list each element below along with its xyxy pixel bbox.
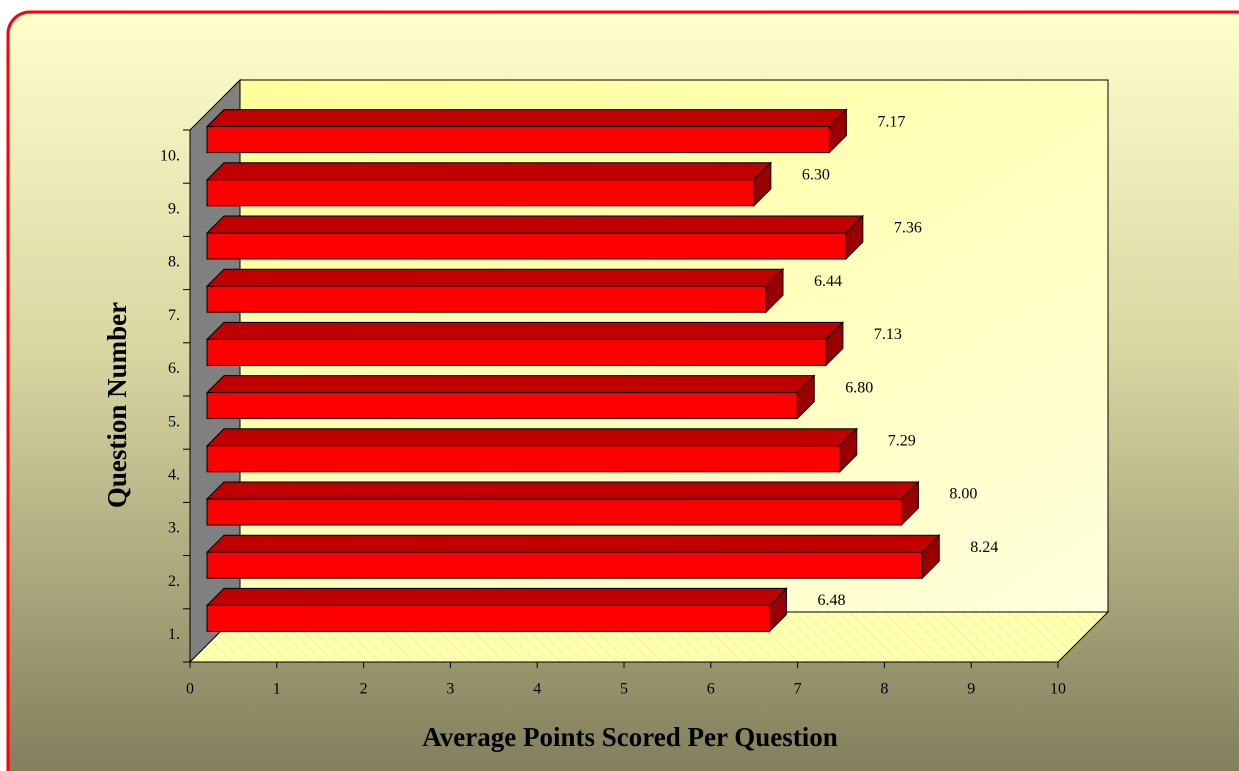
bar-top xyxy=(205,534,941,553)
value-label: 7.36 xyxy=(894,220,922,237)
y-tick-label: 9. xyxy=(168,200,180,217)
bar xyxy=(206,498,902,526)
y-tick-label: 8. xyxy=(168,254,180,271)
y-tick-label: 4. xyxy=(168,466,180,483)
bar xyxy=(206,285,767,313)
value-label: 7.17 xyxy=(877,113,905,130)
bar-top xyxy=(205,109,848,128)
y-tick-label: 5. xyxy=(168,413,180,430)
x-axis-title: Average Points Scored Per Question xyxy=(422,722,837,752)
y-tick-label: 1. xyxy=(168,626,180,643)
bar xyxy=(206,604,770,632)
value-label: 7.29 xyxy=(888,432,916,449)
value-label: 6.80 xyxy=(845,379,873,396)
y-tick-label: 7. xyxy=(168,307,180,324)
bar-top xyxy=(205,375,816,394)
value-label: 8.24 xyxy=(970,539,998,556)
x-tick-label: 0 xyxy=(186,681,194,698)
x-tick-label: 1 xyxy=(273,681,281,698)
bar xyxy=(206,232,847,260)
x-tick-label: 5 xyxy=(620,681,628,698)
value-label: 8.00 xyxy=(949,486,977,503)
y-tick-label: 2. xyxy=(168,573,180,590)
bar xyxy=(206,445,841,473)
bar-top xyxy=(205,428,858,447)
y-tick-label: 10. xyxy=(160,147,180,164)
bar xyxy=(206,179,755,207)
bar xyxy=(206,338,827,366)
bar xyxy=(206,392,798,420)
bar-top xyxy=(205,268,785,287)
x-tick-label: 10 xyxy=(1050,681,1066,698)
bar xyxy=(206,126,830,154)
value-label: 6.30 xyxy=(802,166,830,183)
value-label: 6.48 xyxy=(817,592,845,609)
x-tick-label: 6 xyxy=(707,681,715,698)
y-axis-title: Question Number xyxy=(102,302,132,508)
x-tick-label: 8 xyxy=(880,681,888,698)
x-tick-label: 2 xyxy=(360,681,368,698)
x-tick-label: 7 xyxy=(794,681,802,698)
y-tick-label: 6. xyxy=(168,360,180,377)
bar-top xyxy=(205,321,845,340)
x-tick-label: 3 xyxy=(446,681,454,698)
bar-top xyxy=(205,215,865,234)
y-tick-label: 3. xyxy=(168,520,180,537)
x-tick-label: 9 xyxy=(967,681,975,698)
bar-top xyxy=(205,587,788,606)
bar-top xyxy=(205,481,920,500)
x-tick-label: 4 xyxy=(533,681,541,698)
value-label: 6.44 xyxy=(814,273,842,290)
value-label: 7.13 xyxy=(874,326,902,343)
bar xyxy=(206,551,923,579)
bar-top xyxy=(205,162,773,181)
